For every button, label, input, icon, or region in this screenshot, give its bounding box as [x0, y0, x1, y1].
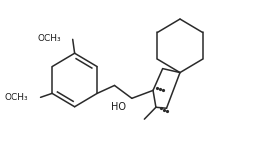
Text: HO: HO	[111, 102, 126, 112]
Text: OCH₃: OCH₃	[4, 93, 28, 102]
Text: OCH₃: OCH₃	[38, 34, 61, 43]
